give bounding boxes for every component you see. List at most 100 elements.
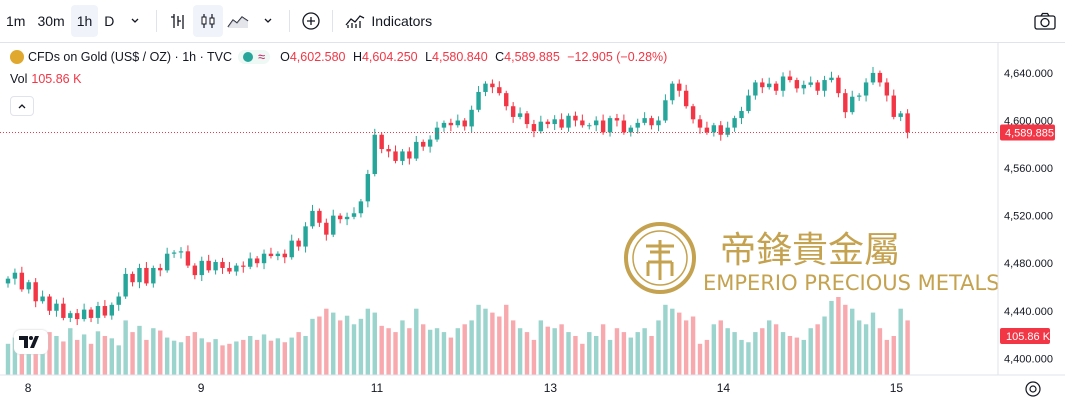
volume-bar [434,328,440,375]
volume-bar [517,328,523,375]
candle [130,273,135,283]
candle [850,96,855,113]
interval-d[interactable]: D [104,13,115,29]
candle [863,82,869,96]
volume-bar [600,324,606,375]
volume-bar [275,338,281,375]
volume-bar [199,338,204,375]
chevron-down-icon[interactable] [253,5,283,37]
candle [497,87,502,94]
candles-icon[interactable] [193,5,224,37]
toolbar-divider [156,10,158,32]
candle [856,95,862,97]
candle [400,151,405,161]
candle [580,120,585,126]
candle [690,106,696,120]
volume-bar [711,324,717,375]
candle [289,240,294,258]
volume-bar [282,342,287,375]
candle [697,119,703,128]
volume-bar [261,334,267,375]
market-status-pill[interactable]: ≈ [237,50,271,64]
volume-bar [296,332,301,375]
candle [441,122,447,128]
svg-text:105.86 K: 105.86 K [1006,331,1051,343]
volume-bar [829,300,834,375]
candle [773,83,779,91]
volume-bar [75,339,80,375]
indicators-icon [345,15,365,28]
open-value: 4,602.580 [289,50,346,64]
price-axis-label: 4,640.000 [1004,68,1053,80]
candle [40,296,45,302]
volume-bar [760,328,765,375]
time-axis-label: 8 [25,381,32,395]
add-compare-icon[interactable] [296,5,326,37]
candle [621,120,627,133]
symbol-title[interactable]: CFDs on Gold (US$ / OZ) · 1h · TVC [28,50,232,64]
volume-bar [81,334,87,375]
area-chart-icon[interactable] [223,5,253,37]
candle [607,118,613,133]
candle [538,121,544,132]
candle [649,118,654,126]
volume-bar [241,339,246,375]
candle [372,134,377,175]
candle [683,90,689,107]
volume-bar [538,320,544,375]
candle [199,260,204,276]
volume-bar [102,336,108,375]
volume-bar [268,340,274,375]
interval-1h[interactable]: 1h [70,5,99,37]
time-axis-label: 13 [544,381,558,395]
candle [213,262,218,271]
volume-bar [95,331,101,375]
collapse-legend-button[interactable] [10,96,34,116]
candle [517,113,523,117]
volume-bar [773,324,779,375]
candle [877,72,883,83]
volume-bar [677,312,682,375]
candle [393,151,398,161]
volume-bar [61,341,66,375]
camera-icon[interactable] [1034,12,1056,33]
volume-bar [220,345,225,375]
bar-chart-icon[interactable] [163,5,193,37]
tradingview-logo[interactable] [14,330,48,354]
volume-bar [441,332,447,375]
toolbar-divider [289,10,291,32]
interval-30m[interactable]: 30m [37,13,65,29]
volume-bar [185,336,191,375]
candle [386,149,391,152]
candle [144,267,149,284]
candle [337,215,343,220]
volume-bar [144,339,149,375]
interval-1m[interactable]: 1m [6,13,26,29]
time-axis-label: 9 [198,381,205,395]
candle [275,253,281,257]
volume-bar [524,332,530,375]
candle [365,174,371,202]
volume-bar [587,332,592,375]
volume-bar [151,328,156,375]
volume-bar [594,336,599,375]
chevron-down-icon[interactable] [120,5,150,37]
chart-settings-button[interactable] [1024,380,1042,398]
volume-bar [850,308,855,375]
candle [26,282,31,290]
toolbar-divider [332,10,334,32]
volume-bar [303,336,308,375]
volume-bar [628,337,633,375]
volume-bar [462,324,467,375]
candle [635,122,640,128]
candle [732,118,737,128]
volume-bar [213,339,218,375]
candle [344,216,350,220]
volume-bar [670,308,675,375]
volume-bar [365,308,371,375]
ohlc-values: O4,602.580 H4,604.250 L4,580.840 C4,589.… [280,50,668,64]
candle [794,80,800,89]
volume-bar [863,324,869,375]
tradingview-icon [19,336,39,348]
indicators-button[interactable]: Indicators [339,5,438,37]
